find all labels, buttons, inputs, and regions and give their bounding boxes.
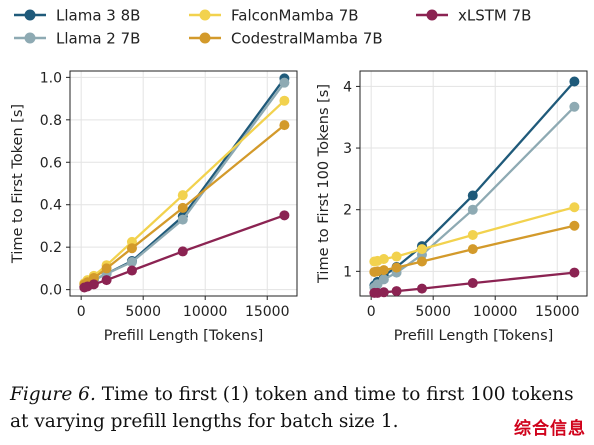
- data-point-falconmamba-7b: [467, 229, 478, 240]
- data-point-codestralmamba-7b: [101, 263, 112, 274]
- data-point-xlstm-7b: [88, 279, 99, 290]
- figure: Llama 3 8B Llama 2 7B FalconMamba 7B Codest…: [10, 7, 588, 344]
- series-falconmamba-7b: [369, 202, 580, 267]
- data-point-codestralmamba-7b: [126, 243, 137, 254]
- data-point-xlstm-7b: [416, 283, 427, 294]
- data-point-falconmamba-7b: [279, 95, 290, 106]
- legend-label-xlstm-7b: xLSTM 7B: [458, 7, 531, 25]
- x-tick-label: 10000: [473, 304, 518, 320]
- legend-label-codestralmamba-7b: CodestralMamba 7B: [231, 30, 383, 48]
- data-point-falconmamba-7b: [177, 190, 188, 201]
- data-point-falconmamba-7b: [416, 244, 427, 255]
- data-point-xlstm-7b: [467, 278, 478, 289]
- data-point-llama-2-7b: [467, 204, 478, 215]
- y-tick-label: 0.4: [40, 198, 62, 214]
- legend-marker-xlstm-7b: [426, 9, 438, 21]
- chart-panel-1: 0 5000 10000 15000 0.0 0.2 0.4 0.6 0.8 1.0 Prefill…: [10, 70, 298, 344]
- y-axis-label: Time to First 100 Tokens [s]: [316, 84, 332, 284]
- data-point-xlstm-7b: [378, 287, 389, 298]
- x-axis-label: Prefill Length [Tokens]: [104, 328, 264, 344]
- plot-frame: [359, 70, 588, 297]
- watermark: 综合信息: [514, 419, 586, 439]
- plot-frame: [69, 70, 298, 297]
- data-point-llama-2-7b: [378, 274, 389, 285]
- x-tick-label: 5000: [415, 304, 451, 320]
- legend-item-llama-3-8b: Llama 3 8B: [14, 7, 140, 25]
- y-axis-label: Time to First Token [s]: [10, 104, 26, 264]
- data-point-codestralmamba-7b: [279, 120, 290, 131]
- legend-item-llama-2-7b: Llama 2 7B: [14, 30, 140, 48]
- data-point-llama-2-7b: [569, 101, 580, 112]
- legend-marker-falconmamba-7b: [199, 9, 211, 21]
- legend-item-codestralmamba-7b: CodestralMamba 7B: [189, 30, 383, 48]
- series-xlstm-7b: [369, 267, 580, 298]
- data-point-falconmamba-7b: [569, 202, 580, 213]
- chart-panel-2: 0 5000 10000 15000 1 2 3 4 Prefill Length [Token…: [316, 70, 588, 344]
- series-llama-2-7b: [79, 77, 290, 292]
- data-point-xlstm-7b: [391, 286, 402, 297]
- grid: [70, 71, 297, 296]
- series-codestralmamba-7b: [369, 220, 580, 277]
- data-point-xlstm-7b: [279, 210, 290, 221]
- legend-label-llama-2-7b: Llama 2 7B: [56, 30, 140, 48]
- y-tick-label: 3: [343, 141, 352, 157]
- y-tick-label: 1.0: [40, 70, 62, 86]
- data-point-falconmamba-7b: [391, 251, 402, 262]
- data-point-codestralmamba-7b: [378, 265, 389, 276]
- x-tick-label: 5000: [125, 304, 161, 320]
- y-tick-label: 1: [343, 264, 352, 280]
- y-tick-label: 4: [343, 79, 352, 95]
- data-point-llama-3-8b: [467, 190, 478, 201]
- data-point-codestralmamba-7b: [467, 244, 478, 255]
- legend: Llama 3 8B Llama 2 7B FalconMamba 7B Codest…: [14, 7, 531, 48]
- legend-marker-codestralmamba-7b: [199, 32, 211, 44]
- x-tick-label: 10000: [183, 304, 228, 320]
- legend-item-falconmamba-7b: FalconMamba 7B: [189, 7, 359, 25]
- legend-label-llama-3-8b: Llama 3 8B: [56, 7, 140, 25]
- data-point-falconmamba-7b: [378, 254, 389, 265]
- y-tick-label: 0.6: [40, 155, 62, 171]
- data-point-xlstm-7b: [569, 267, 580, 278]
- data-point-codestralmamba-7b: [569, 220, 580, 231]
- y-tick-label: 0.0: [40, 283, 62, 299]
- data-point-codestralmamba-7b: [391, 262, 402, 273]
- series-falconmamba-7b: [79, 95, 290, 289]
- legend-item-xlstm-7b: xLSTM 7B: [416, 7, 531, 25]
- data-point-llama-2-7b: [177, 214, 188, 225]
- data-point-xlstm-7b: [126, 265, 137, 276]
- x-axis-label: Prefill Length [Tokens]: [394, 328, 554, 344]
- series-xlstm-7b: [79, 210, 290, 293]
- data-point-llama-3-8b: [569, 76, 580, 87]
- series-llama-3-8b: [79, 73, 290, 292]
- figure-caption: Figure 6. Time to first (1) token and ti…: [10, 381, 586, 435]
- data-point-xlstm-7b: [101, 275, 112, 286]
- data-point-xlstm-7b: [177, 246, 188, 257]
- x-tick-label: 15000: [535, 304, 580, 320]
- data-point-codestralmamba-7b: [416, 256, 427, 267]
- data-point-llama-2-7b: [279, 77, 290, 88]
- caption-text: Time to first (1) token and time to firs…: [10, 384, 574, 432]
- y-tick-label: 0.2: [40, 240, 62, 256]
- x-tick-label: 15000: [245, 304, 290, 320]
- data-point-codestralmamba-7b: [177, 202, 188, 213]
- caption-label: Figure 6.: [10, 384, 96, 405]
- x-tick-label: 0: [367, 304, 376, 320]
- data-point-llama-2-7b: [126, 257, 137, 268]
- legend-marker-llama-3-8b: [24, 9, 36, 21]
- legend-marker-llama-2-7b: [24, 32, 36, 44]
- x-tick-label: 0: [77, 304, 86, 320]
- y-tick-label: 0.8: [40, 113, 62, 129]
- legend-label-falconmamba-7b: FalconMamba 7B: [231, 7, 359, 25]
- y-tick-label: 2: [343, 203, 352, 219]
